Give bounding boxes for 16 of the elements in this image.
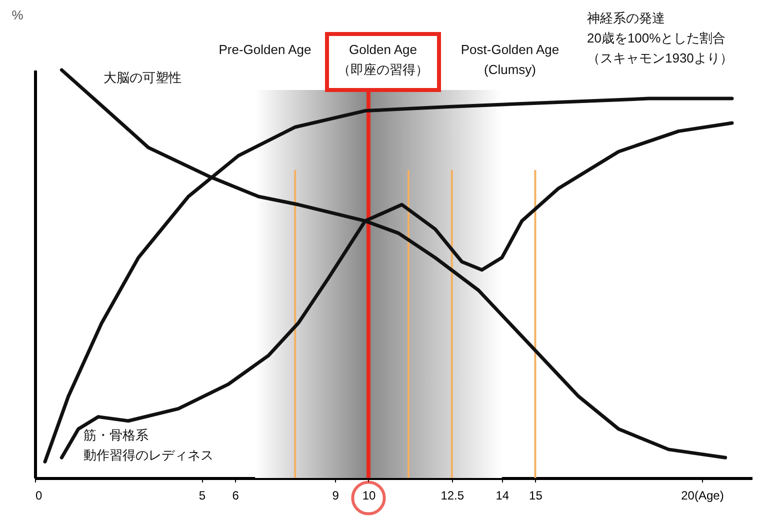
x-tick-label: 5 [198,488,206,502]
series-label: 筋・骨格系動作習得のレディネス [84,428,214,463]
x-tick-label: 20(Age) [681,488,724,502]
x-tick-label: 0 [36,488,42,502]
x-tick-label: 6 [232,488,240,502]
annotation: Golden Age （即座の習得） [338,42,428,77]
series-label: 大脳の可塑性 [104,70,182,85]
y-axis-title: % [12,8,24,22]
annotation: Post-Golden Age (Clumsy) [460,42,560,77]
x-tick-label: 14 [496,488,510,502]
x-tick-label: 15 [529,488,543,502]
x-tick-label: 10 [362,488,376,502]
text: 神経系の発達20歳を100%とした割合（スキャモン1930より） [586,10,733,66]
x-tick-label: 9 [332,488,340,502]
x-tick-label: 12.5 [440,488,464,502]
text: Pre-Golden Age [218,42,312,57]
